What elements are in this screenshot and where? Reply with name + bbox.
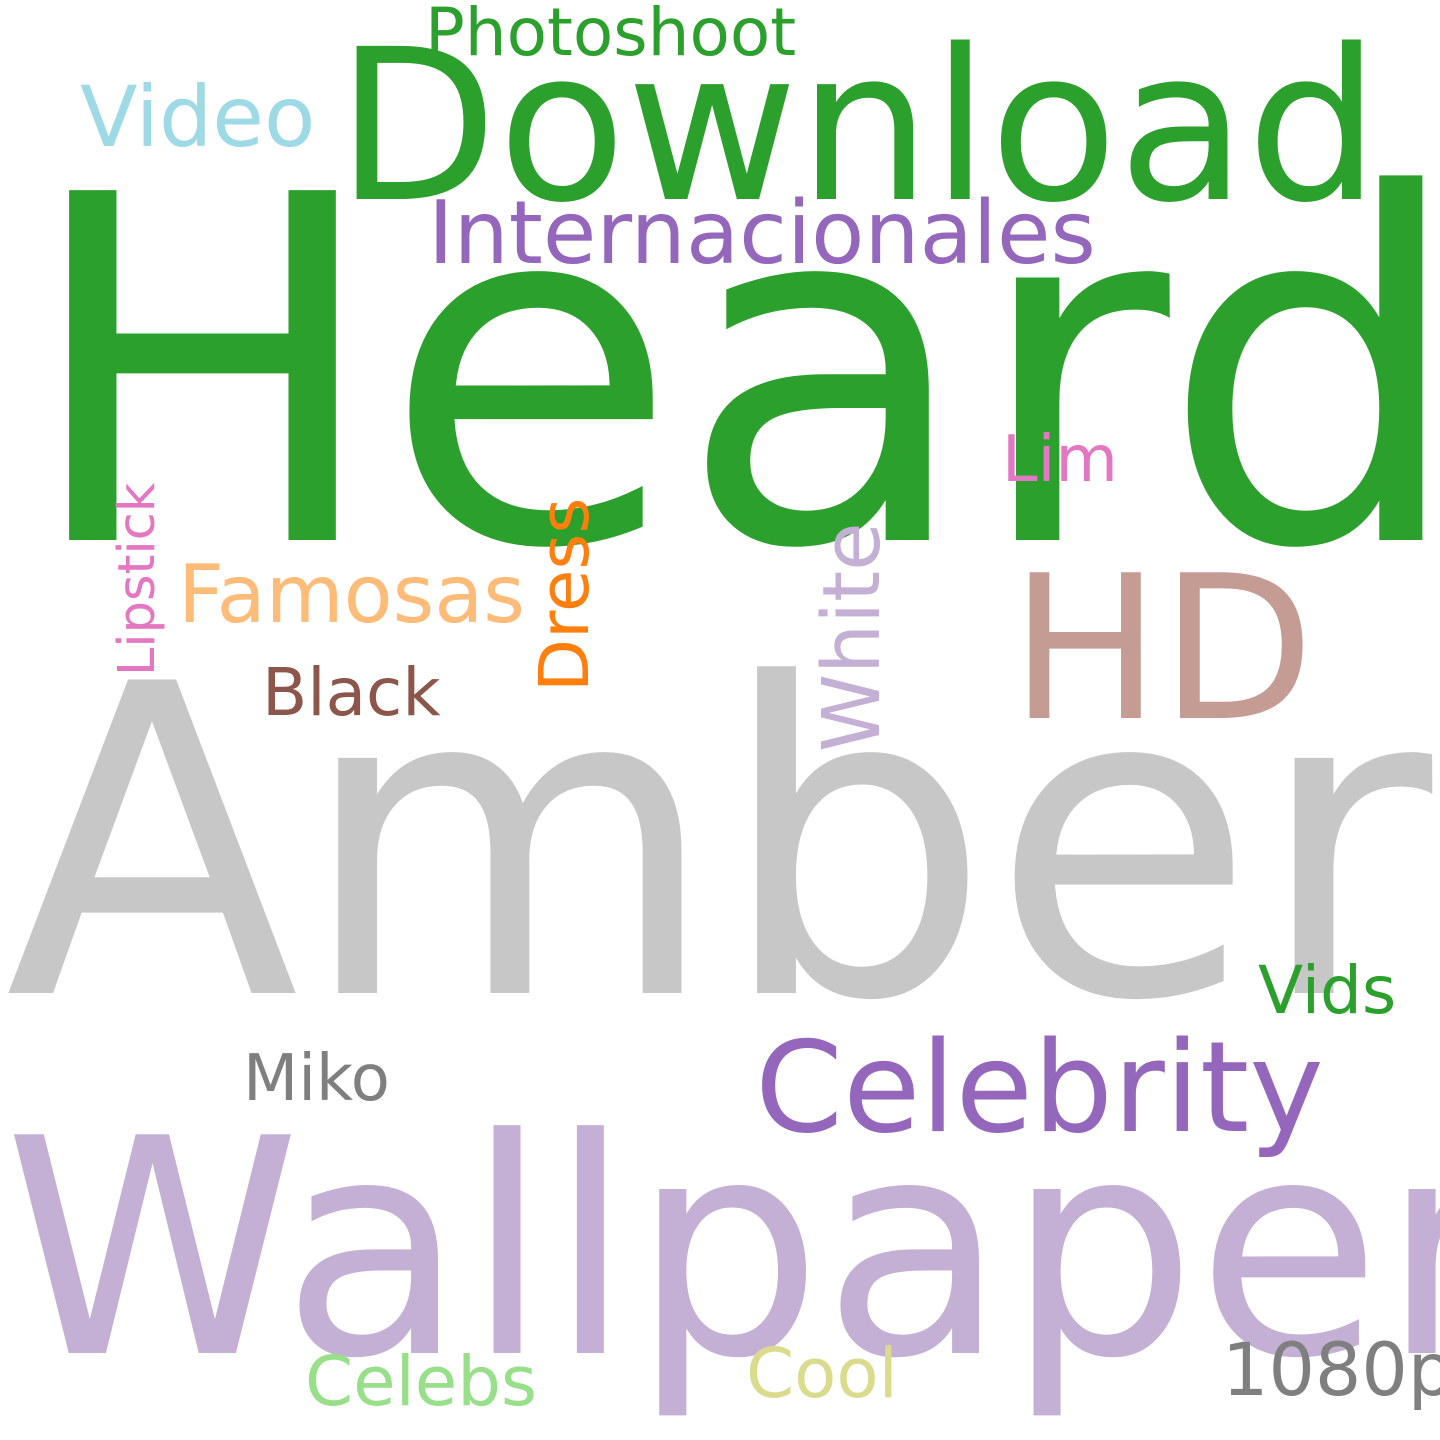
- word-celebs: Celebs: [305, 1342, 537, 1422]
- word-lim: Lim: [1002, 423, 1118, 497]
- word-1080p: 1080p: [1222, 1328, 1440, 1413]
- word-video: Video: [80, 68, 316, 166]
- word-amber: Amber: [5, 595, 1433, 1095]
- word-hd: HD: [1010, 533, 1315, 766]
- word-miko: Miko: [243, 1042, 390, 1116]
- word-wallpaper: Wallpaper: [4, 1075, 1440, 1424]
- word-celebrity: Celebrity: [755, 1014, 1324, 1161]
- word-famosas: Famosas: [178, 548, 525, 641]
- word-internacionales: Internacionales: [428, 182, 1096, 284]
- word-white: White: [806, 522, 898, 752]
- word-dress: Dress: [525, 497, 605, 692]
- word-vids: Vids: [1258, 952, 1397, 1029]
- word-cool: Cool: [746, 1334, 898, 1414]
- word-lipstick: Lipstick: [108, 482, 167, 676]
- word-download: Download: [336, 4, 1380, 249]
- word-heard: Heard: [22, 95, 1440, 654]
- word-black: Black: [262, 654, 441, 731]
- word-photoshoot: Photoshoot: [425, 0, 797, 71]
